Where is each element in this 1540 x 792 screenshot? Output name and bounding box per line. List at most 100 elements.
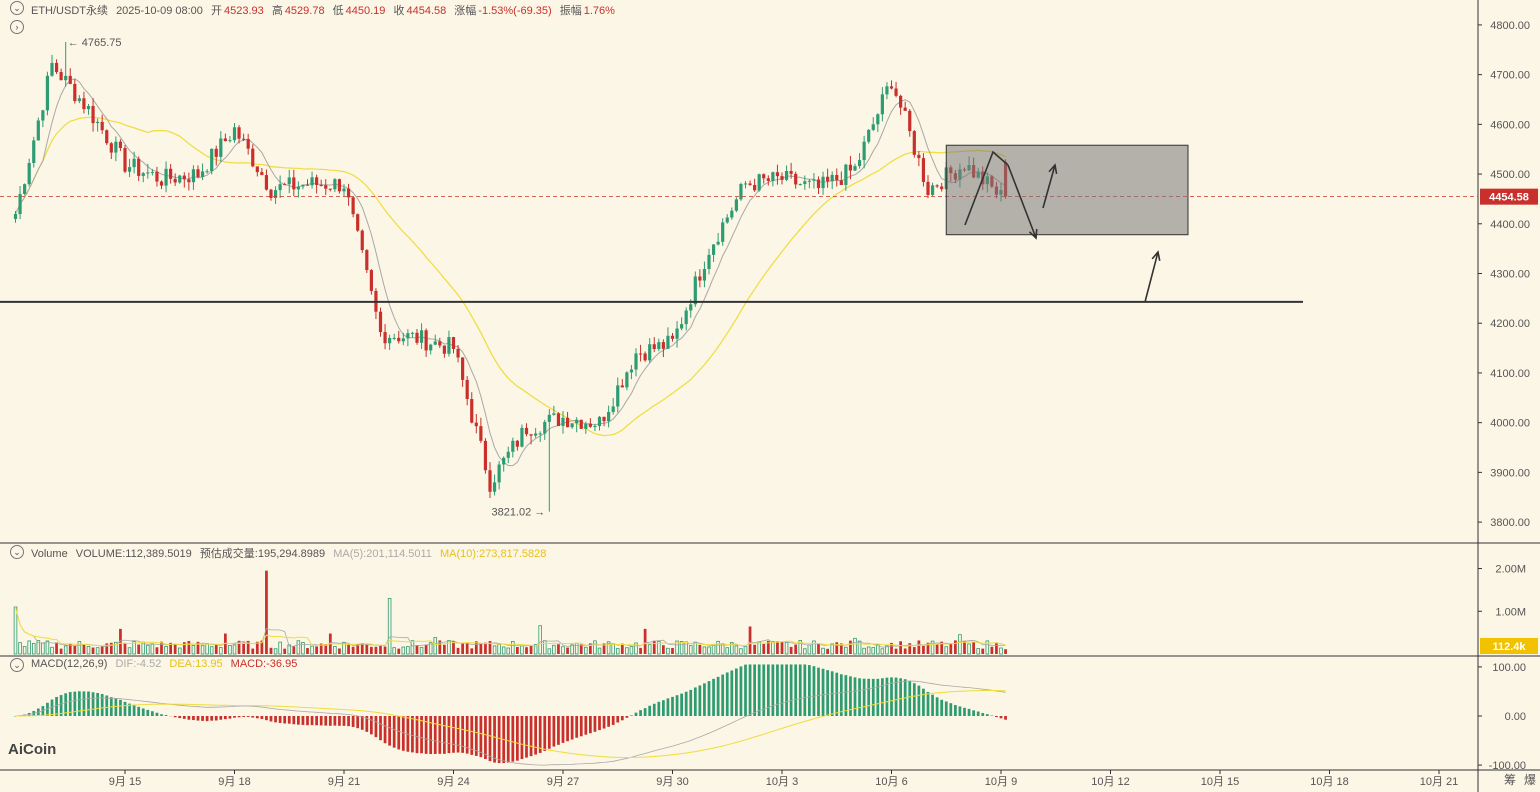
volume-bar xyxy=(86,645,91,655)
macd-bar xyxy=(319,716,323,726)
macd-bar xyxy=(461,716,464,753)
candle-body xyxy=(784,170,789,180)
candle-body xyxy=(547,414,551,422)
macd-bar xyxy=(328,716,332,726)
volume-bar xyxy=(857,640,862,655)
candle-body xyxy=(205,171,209,173)
volume-bar xyxy=(484,642,487,654)
candle-body xyxy=(264,175,269,190)
amp-value: 1.76% xyxy=(583,5,615,17)
volume-bar xyxy=(169,642,172,654)
volume-bar xyxy=(114,641,118,655)
candle-body xyxy=(762,174,766,179)
volume-bar xyxy=(743,646,748,655)
macd-collapse-icon[interactable]: ⌄ xyxy=(10,658,24,672)
candle-body xyxy=(337,179,342,192)
macd-bar xyxy=(100,694,104,716)
candle-body xyxy=(287,177,291,185)
candle-body xyxy=(324,185,328,189)
volume-bar xyxy=(798,640,803,655)
open-value: 4523.93 xyxy=(223,5,264,17)
macd-bar xyxy=(725,672,729,716)
volume-bar xyxy=(826,648,829,654)
candle-body xyxy=(342,188,346,192)
candle-body xyxy=(657,342,661,350)
macd-bar xyxy=(228,716,232,719)
candle-body xyxy=(346,188,351,198)
volume-bar xyxy=(424,644,428,654)
macd-bar xyxy=(219,716,223,720)
volume-bar xyxy=(219,647,223,655)
macd-bar xyxy=(949,703,953,716)
x-tick-label: 9月 30 xyxy=(656,776,688,788)
macd-bar xyxy=(164,715,168,716)
candle-body xyxy=(100,121,104,131)
volume-bar xyxy=(260,640,264,654)
volume-bar xyxy=(615,648,620,655)
candle-body xyxy=(137,158,141,176)
macd-bar xyxy=(379,716,382,741)
macd-bar xyxy=(972,710,975,716)
macd-bar xyxy=(967,708,971,716)
volume-bar xyxy=(930,640,935,655)
volume-bar xyxy=(780,641,784,654)
volume-bar xyxy=(438,640,442,654)
candle-body xyxy=(889,86,894,89)
x-tick-label: 10月 6 xyxy=(875,776,907,788)
candle-body xyxy=(616,385,620,407)
candle-body xyxy=(54,62,59,73)
long-up-arrow-head xyxy=(1151,250,1161,261)
volume-bar xyxy=(516,646,519,654)
close-value: 4454.58 xyxy=(406,5,447,17)
volume-bar xyxy=(397,648,401,654)
volume-bar xyxy=(885,645,889,655)
macd-bar xyxy=(648,705,652,716)
volume-bar xyxy=(383,646,387,654)
macd-bar xyxy=(315,716,318,726)
macd-bar xyxy=(105,695,109,716)
macd-bar xyxy=(589,716,592,734)
macd-bar xyxy=(894,677,898,716)
macd-bar xyxy=(488,716,492,762)
candle-body xyxy=(666,335,670,349)
volume-bar xyxy=(205,643,209,655)
volume-bar xyxy=(370,646,373,654)
y-tick-label: 4600.00 xyxy=(1490,119,1530,131)
volume-bar xyxy=(985,640,990,655)
macd-bar xyxy=(789,664,793,716)
macd-bar xyxy=(506,716,510,763)
volume-bar xyxy=(13,606,18,655)
macd-bar xyxy=(826,670,829,716)
macd-bar xyxy=(251,716,255,718)
volume-bar xyxy=(716,640,720,655)
collapse-icon[interactable]: ⌄ xyxy=(10,1,24,15)
volume-bar xyxy=(18,642,22,655)
candle-body xyxy=(451,337,456,349)
volume-bar xyxy=(392,647,396,655)
volume-bar xyxy=(55,642,58,654)
candle-body xyxy=(579,419,583,429)
macd-bar xyxy=(433,716,437,754)
volume-bar xyxy=(31,643,36,655)
candle-body xyxy=(465,379,469,400)
expand-icon[interactable]: › xyxy=(10,20,24,34)
volume-collapse-icon[interactable]: ⌄ xyxy=(10,545,24,559)
candle-body xyxy=(173,178,177,183)
volume-bar xyxy=(954,640,957,654)
candle-body xyxy=(570,423,574,428)
volume-bar xyxy=(50,646,54,655)
chip-button[interactable]: 筹 xyxy=(1504,773,1517,787)
candle-body xyxy=(561,417,565,426)
candle-body xyxy=(711,244,716,255)
candle-body xyxy=(903,107,907,111)
volume-bar xyxy=(958,634,962,655)
volume-bar xyxy=(935,644,939,654)
candle-body xyxy=(803,181,807,185)
macd-bar xyxy=(876,678,880,716)
liquidation-button[interactable]: 爆 xyxy=(1524,773,1537,787)
volume-bar xyxy=(525,647,528,654)
volume-current-label: 112.4k xyxy=(1492,641,1526,653)
macd-bar xyxy=(301,716,305,725)
candle-body xyxy=(237,127,241,139)
